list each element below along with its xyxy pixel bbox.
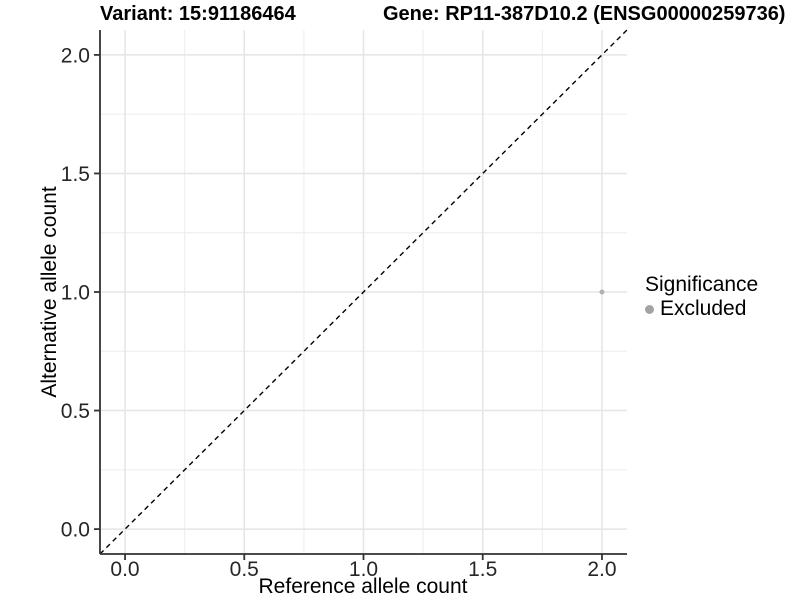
x-tick-label: 2.0 [587,558,616,581]
legend-item-excluded: Excluded [645,298,758,320]
identity-dashed-line [99,29,628,555]
plot-title-variant: Variant: 15:91186464 [100,3,296,25]
x-axis-title: Reference allele count [259,575,468,598]
y-tick-label: 1.5 [61,163,90,186]
chart-dynamic-layer: 0.0 0.5 1.0 1.5 2.0 0.0 0.5 1.0 1.5 2.0 [61,29,628,581]
x-tick-label: 1.0 [349,558,378,581]
legend-item-label: Excluded [660,297,747,320]
y-axis-title: Alternative allele count [38,186,61,397]
y-tick-label: 0.5 [61,400,90,423]
y-tick-label: 1.0 [61,282,90,305]
y-tick-label: 0.0 [61,519,90,542]
x-tick-label: 0.0 [110,558,139,581]
x-tick-label: 1.5 [468,558,497,581]
x-tick-label: 0.5 [230,558,259,581]
data-point [599,289,605,295]
legend: Significance Excluded [645,274,758,320]
plot-title-gene: Gene: RP11-387D10.2 (ENSG00000259736) [383,3,786,25]
excluded-point-icon [645,304,654,314]
legend-title: Significance [645,273,759,296]
chart-static-layer: Reference allele count Alternative allel… [38,186,468,598]
y-tick-label: 2.0 [61,44,90,67]
